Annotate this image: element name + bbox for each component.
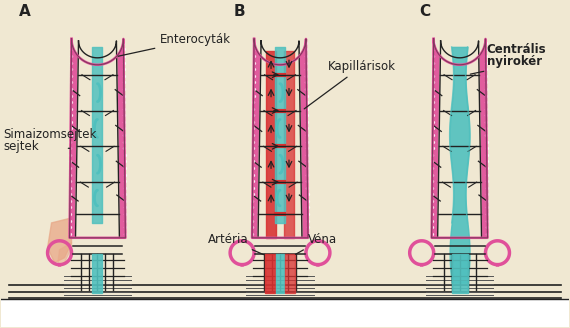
Text: sejtek: sejtek — [3, 140, 39, 153]
Polygon shape — [438, 41, 482, 238]
Text: B: B — [233, 4, 245, 19]
Polygon shape — [70, 39, 125, 238]
Polygon shape — [258, 41, 302, 238]
Polygon shape — [252, 39, 308, 238]
Polygon shape — [58, 243, 71, 266]
Text: nyirokér: nyirokér — [487, 55, 542, 68]
Polygon shape — [1, 299, 569, 327]
Text: C: C — [420, 4, 431, 19]
Text: Enterocyták: Enterocyták — [118, 33, 231, 56]
Text: Simaizomsejtek: Simaizomsejtek — [3, 128, 97, 141]
Text: Véna: Véna — [295, 233, 337, 254]
Polygon shape — [47, 218, 71, 263]
Text: Centrális: Centrális — [487, 43, 546, 56]
Text: Artéria: Artéria — [208, 233, 263, 255]
Polygon shape — [75, 41, 119, 238]
Text: A: A — [19, 4, 30, 19]
Text: Kapillárisok: Kapillárisok — [304, 60, 396, 109]
Polygon shape — [431, 39, 487, 238]
